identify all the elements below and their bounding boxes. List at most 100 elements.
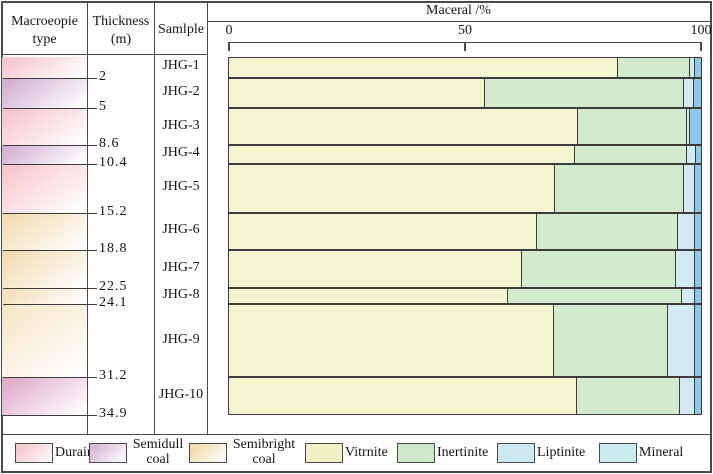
bar-segment-liptinite [680,378,695,414]
column-header-thickness: Thickness (m) [92,14,150,48]
bar-segment-liptinite [686,109,691,145]
bar-row-jhg-8 [228,287,702,305]
strat-band-durain [2,108,87,146]
legend-item-vitrnite: Vitrnite [305,438,388,468]
depth-tick-line [3,163,97,165]
bar-segment-inertinite [554,305,668,377]
legend-label: Semidull coal [132,437,184,467]
strat-band-semibright-coal [2,304,87,378]
bar-segment-inertinite [507,288,683,304]
legend-label: Mineral [639,444,684,460]
bar-segment-mineral [694,164,701,212]
bar-segment-vitrnite [229,146,575,163]
bar-segment-inertinite [574,146,687,163]
x-axis-tick-0 [228,42,230,51]
depth-tick-line [3,212,97,214]
sample-label-jhg-6: JHG-6 [162,222,200,238]
legend-item-semibright-coal: Semibright coal [189,437,299,468]
sample-label-jhg-7: JHG-7 [162,259,200,275]
bar-segment-vitrnite [229,164,556,212]
bar-segment-vitrnite [229,58,618,77]
depth-label: 10.4 [99,154,128,170]
depth-tick-line [3,304,97,306]
legend-item-liptinite: Liptinite [497,438,585,468]
bar-segment-mineral [695,146,701,163]
bar-segment-vitrnite [229,378,577,414]
depth-label: 15.2 [99,203,128,219]
depth-label: 31.2 [99,368,128,384]
strat-band-durain [2,57,87,78]
sample-label-jhg-1: JHG-1 [162,58,200,74]
legend: Durain Semidull coal Semibright coal Vitrni… [3,435,710,470]
strat-band-semibright-coal [2,287,87,305]
x-axis-tick-label-50: 50 [458,23,472,38]
bar-row-jhg-5 [228,163,702,213]
legend-swatch-semidull-coal [89,443,127,463]
divider-col3-chart [207,3,208,435]
bar-row-jhg-3 [228,108,702,146]
bar-segment-liptinite [682,288,695,304]
depth-label: 8.6 [99,136,120,152]
depth-label: 5 [99,99,107,115]
bar-row-jhg-4 [228,145,702,164]
strat-band-semidull-coal [2,145,87,164]
sample-label-jhg-10: JHG-10 [158,387,204,403]
bar-segment-inertinite [576,378,681,414]
bar-segment-mineral [694,288,701,304]
bar-segment-vitrnite [229,288,508,304]
divider-col2-col3 [154,3,155,435]
sample-label-jhg-4: JHG-4 [162,145,200,161]
bar-segment-liptinite [690,58,696,77]
sample-label-jhg-3: JHG-3 [162,117,200,133]
bar-segment-liptinite [675,250,695,287]
bar-segment-inertinite [577,109,687,145]
x-axis-tick-label-100: 100 [690,23,712,38]
bar-segment-mineral [694,378,701,414]
bar-segment-vitrnite [229,78,485,108]
legend-label: Liptinite [537,444,586,460]
bar-row-jhg-7 [228,249,702,288]
strat-band-durain [2,163,87,213]
depth-label: 24.1 [99,295,128,311]
strat-band-semidull-coal [2,377,87,415]
legend-swatch-durain [15,443,53,463]
bar-segment-vitrnite [229,250,523,287]
chart-title: Maceral /% [426,3,491,18]
bar-segment-mineral [695,58,701,77]
strat-band-semidull-coal [2,77,87,109]
depth-tick-line [3,145,97,147]
depth-label: 22.5 [99,278,128,294]
bar-segment-mineral [694,213,701,249]
bar-segment-mineral [693,78,701,108]
bar-segment-inertinite [522,250,676,287]
depth-tick-line [3,77,97,79]
bar-segment-liptinite [667,305,695,377]
bar-segment-inertinite [555,164,684,212]
legend-swatch-semibright-coal [189,443,227,463]
bar-row-jhg-1 [228,57,702,78]
bar-segment-vitrnite [229,213,538,249]
x-axis-tick-50 [464,42,466,51]
legend-item-durain: Durain [15,438,94,468]
bar-row-jhg-10 [228,377,702,415]
bar-row-jhg-2 [228,77,702,109]
x-axis-tick-label-0: 0 [225,23,233,38]
divider-col1-col2 [87,3,88,435]
bar-row-jhg-6 [228,212,702,250]
legend-swatch-mineral [599,443,637,463]
legend-swatch-liptinite [497,443,535,463]
legend-item-semidull-coal: Semidull coal [89,437,187,468]
bar-segment-liptinite [683,164,695,212]
legend-top-border [3,434,710,435]
chart-title-underline [207,21,710,22]
legend-label: Semibright coal [232,437,296,467]
depth-label: 18.8 [99,240,128,256]
depth-tick-line [3,287,97,289]
bar-segment-vitrnite [229,305,555,377]
bar-segment-mineral [694,250,701,287]
sample-label-jhg-8: JHG-8 [162,287,200,302]
sample-label-jhg-5: JHG-5 [162,179,200,195]
bar-segment-vitrnite [229,109,578,145]
bar-segment-inertinite [537,213,678,249]
